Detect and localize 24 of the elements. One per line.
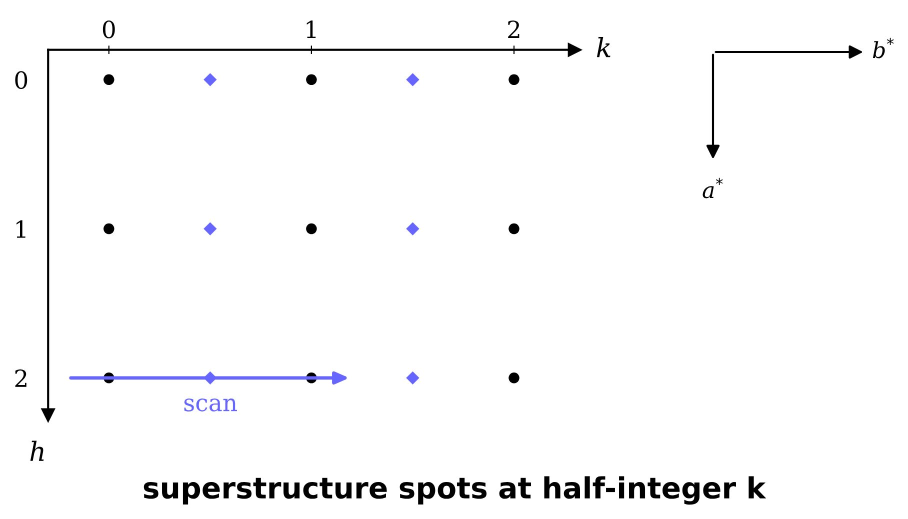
y-tick-label: 0	[15, 71, 28, 89]
x-axis-title: k	[596, 37, 610, 58]
point	[306, 74, 317, 86]
x-tick-label: 0	[102, 20, 115, 38]
point	[104, 223, 114, 234]
annotation: scan	[184, 398, 237, 412]
point	[306, 223, 317, 234]
point	[406, 371, 420, 385]
point	[508, 372, 520, 384]
text: superstructure spots at half-integer k	[144, 476, 766, 505]
text: b$^{*}$	[872, 38, 894, 58]
point	[104, 74, 114, 86]
point	[204, 73, 217, 86]
y-tick-label: 2	[15, 369, 26, 387]
y-tick-label: 1	[16, 220, 26, 238]
point	[508, 74, 520, 86]
point	[204, 222, 217, 236]
point	[406, 222, 420, 236]
text: a$^{*}$	[702, 178, 723, 198]
point	[508, 223, 520, 234]
x-tick-label: 2	[508, 20, 520, 38]
x-tick-label: 1	[306, 20, 316, 38]
point	[406, 73, 420, 86]
y-axis-title: h	[30, 440, 44, 461]
